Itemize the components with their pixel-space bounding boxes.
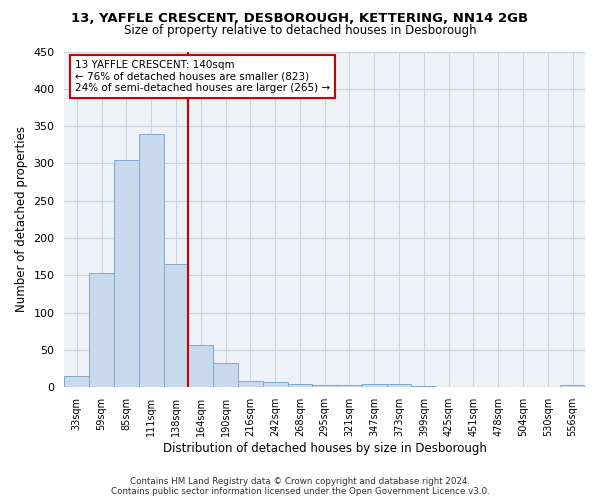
Bar (64, 376, 89, 388)
Bar (337, 385, 362, 388)
Bar (362, 384, 386, 388)
X-axis label: Distribution of detached houses by size in Desborough: Distribution of detached houses by size … (163, 442, 487, 455)
Text: Size of property relative to detached houses in Desborough: Size of property relative to detached ho… (124, 24, 476, 37)
Bar (238, 380, 263, 388)
Bar (139, 134, 164, 388)
Bar (560, 385, 585, 388)
Bar (313, 385, 337, 388)
Text: 13 YAFFLE CRESCENT: 140sqm
← 76% of detached houses are smaller (823)
24% of sem: 13 YAFFLE CRESCENT: 140sqm ← 76% of deta… (75, 60, 330, 93)
Bar (287, 384, 313, 388)
Bar (386, 384, 412, 388)
Text: 13, YAFFLE CRESCENT, DESBOROUGH, KETTERING, NN14 2GB: 13, YAFFLE CRESCENT, DESBOROUGH, KETTERI… (71, 12, 529, 26)
Text: Contains HM Land Registry data © Crown copyright and database right 2024.
Contai: Contains HM Land Registry data © Crown c… (110, 476, 490, 496)
Bar (114, 160, 139, 388)
Bar (89, 273, 114, 388)
Bar (263, 382, 287, 388)
Bar (412, 386, 436, 388)
Bar (164, 264, 188, 388)
Bar (188, 345, 213, 388)
Y-axis label: Number of detached properties: Number of detached properties (15, 126, 28, 312)
Bar (213, 362, 238, 388)
